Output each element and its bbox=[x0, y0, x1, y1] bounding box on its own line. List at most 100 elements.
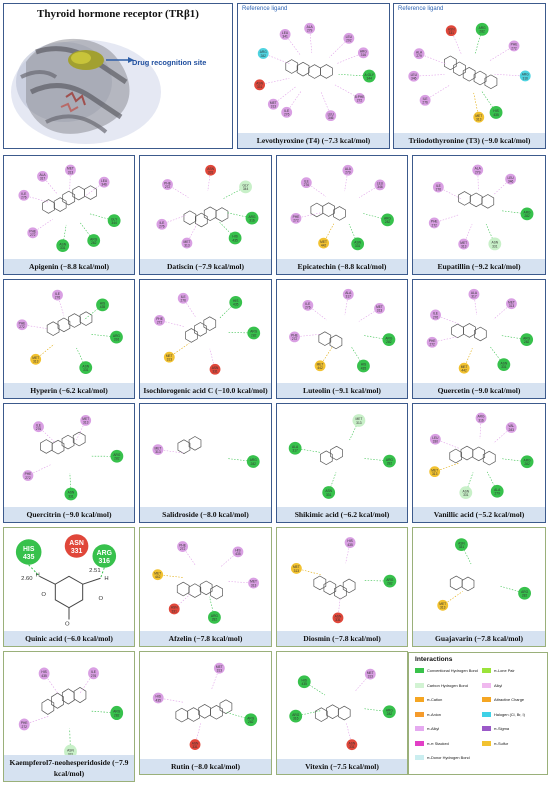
residue-number: 435 bbox=[233, 303, 239, 307]
molecule-ring bbox=[329, 334, 343, 350]
residue-number: 344 bbox=[111, 221, 117, 225]
residue-number: 313 bbox=[294, 569, 300, 573]
residue-label: LEU bbox=[507, 176, 514, 180]
interaction-diagram-luteolin: ARG 282 HIS 435 MET 442 PHE 272 ILE 276 ALA 317 MET 3… bbox=[279, 282, 405, 382]
molecule-ring bbox=[215, 207, 229, 222]
residue-circle bbox=[267, 98, 279, 110]
residue-circle bbox=[302, 299, 314, 311]
residue-number: 435 bbox=[347, 543, 353, 547]
residue-label: ALA bbox=[345, 167, 352, 171]
molecule-ring bbox=[57, 317, 71, 333]
residue-circle bbox=[325, 110, 337, 122]
residue-label: MET bbox=[439, 602, 446, 606]
residue-circle bbox=[332, 612, 344, 624]
ligand-panel-diosmin: ARG 282 ASN 331 MET 313 HIS 435 Diosmin (−7.8 kc… bbox=[276, 527, 408, 647]
ligand-caption-salidroside: Salidroside (−8.0 kcal/mol) bbox=[140, 507, 271, 522]
residue-circle bbox=[374, 302, 385, 314]
residue-number: 435 bbox=[302, 682, 308, 686]
residue-label: ARG bbox=[521, 590, 529, 594]
interaction-diagram-apigenin: GLY 344 ARG 282 ASN 331 PHE 272 ILE 276 ALA 317 MET 3… bbox=[6, 158, 132, 258]
molecule-ring bbox=[199, 580, 213, 596]
molecule-ring bbox=[62, 190, 76, 206]
residue-label: ASN bbox=[325, 489, 332, 493]
residue-number: 313 bbox=[377, 309, 383, 313]
residue-label: HIS bbox=[233, 299, 239, 303]
residue-circle bbox=[445, 25, 457, 37]
ligand-panel-vanillic: ARG 282 ALA 279 ASN 331 MET 313 LEU 330 ARG 316 VAL 2… bbox=[412, 403, 546, 523]
residue-number: 331 bbox=[335, 618, 341, 622]
residue-label: MET bbox=[184, 240, 191, 244]
residue-number: 282 bbox=[522, 594, 528, 598]
residue-label: MET bbox=[155, 446, 162, 450]
ligand-panel-triiodothyronine: Reference ligand ARG 316 HIS 435 MET 313 ILE 276… bbox=[393, 3, 546, 149]
residue-number: 317 bbox=[292, 449, 298, 453]
residue-label: ASN bbox=[448, 27, 455, 31]
molecule-ring bbox=[310, 202, 324, 218]
residue-label: MET bbox=[376, 305, 383, 309]
residue-circle bbox=[518, 586, 531, 600]
residue-label: ILE bbox=[284, 109, 290, 113]
residue-circle bbox=[458, 238, 470, 250]
residue-label: HIS bbox=[347, 539, 353, 543]
residue-number: 331 bbox=[349, 745, 355, 749]
residue-circle bbox=[181, 237, 193, 249]
residue-circle bbox=[322, 486, 336, 499]
residue-label: ASN bbox=[354, 241, 361, 245]
residue-label: PHE bbox=[429, 339, 437, 343]
molecule-ring bbox=[176, 581, 190, 597]
residue-circle bbox=[304, 22, 316, 34]
residue-label: ASN bbox=[192, 741, 199, 745]
residue-label: GLY bbox=[111, 217, 118, 221]
receptor-panel: Thyroid hormone receptor (TRβ1) Drug rec… bbox=[3, 3, 233, 149]
molecule-ring bbox=[449, 448, 463, 464]
residue-label: ASN bbox=[67, 748, 74, 752]
residue-label: HIS bbox=[100, 302, 106, 306]
residue-number: 331 bbox=[71, 548, 83, 555]
residue-label: ILE bbox=[433, 312, 439, 316]
residue-label: LEU bbox=[432, 436, 439, 440]
residue-circle bbox=[506, 298, 517, 310]
ligand-caption-apigenin: Apigenin (−8.8 kcal/mol) bbox=[4, 259, 134, 274]
residue-number: 317 bbox=[346, 295, 352, 299]
residue-label: ARG bbox=[113, 453, 121, 457]
ligand-caption-diosmin: Diosmin (−7.8 kcal/mol) bbox=[277, 631, 407, 646]
ligand-caption-luteolin: Luteolin (−9.1 kcal/mol) bbox=[277, 383, 407, 398]
residue-number: 272 bbox=[511, 46, 517, 50]
molecule-ring bbox=[210, 705, 223, 720]
residue-circle bbox=[430, 309, 441, 321]
reference-ligand-tag: Reference ligand bbox=[398, 6, 444, 12]
molecule-ring bbox=[322, 202, 335, 217]
residue-number: 272 bbox=[19, 325, 25, 329]
residue-number: 282 bbox=[261, 54, 267, 58]
molecule-ring bbox=[194, 322, 207, 337]
residue-number: 276 bbox=[433, 315, 439, 319]
residue-circle bbox=[288, 441, 302, 455]
interaction-diagram-shikimic: ARG 282 ASN 331 ALA 317 MET 313 bbox=[279, 406, 405, 506]
residue-label: ALA bbox=[471, 291, 478, 295]
residue-number: 282 bbox=[212, 618, 218, 622]
residue-number: 435 bbox=[41, 674, 46, 678]
residue-number: 276 bbox=[422, 101, 428, 105]
molecule-ring bbox=[334, 584, 347, 600]
residue-label: MET bbox=[82, 417, 89, 421]
residue-number: 316 bbox=[523, 76, 529, 80]
residue-label: ASN bbox=[256, 81, 263, 85]
residue-label: ARG bbox=[478, 415, 486, 419]
residue-number: 272 bbox=[357, 99, 363, 103]
residue-label: ASN bbox=[59, 242, 66, 246]
ligand-panel-rutin: ARG 282 ASN 331 HIS 435 MET 313 Rutin (−8.0 kcal… bbox=[139, 651, 272, 775]
interaction-diagram-triiodothyronine: ARG 316 HIS 435 MET 313 ILE 276 LEU 346 ALA 279 ASN 3… bbox=[396, 14, 543, 132]
receptor-structure bbox=[11, 38, 161, 144]
residue-circle bbox=[346, 739, 358, 751]
interaction-diagram-quercetin: ARG 282 ASN 331 MET 442 PHE 272 ILE 276 ALA 317 MET 3… bbox=[415, 282, 543, 382]
residue-number: 330 bbox=[433, 440, 439, 444]
interaction-diagram-epicatechin: ARG 282 ASN 331 MET 442 PHE 272 ILE 276 ALA 279 LEU 3… bbox=[279, 158, 405, 258]
residue-number: 346 bbox=[328, 116, 334, 120]
residue-label: HIS bbox=[361, 363, 367, 367]
residue-label: PHE bbox=[511, 43, 519, 47]
residue-number: 282 bbox=[91, 241, 97, 245]
residue-number: 435 bbox=[156, 698, 162, 702]
residue-circle bbox=[472, 164, 484, 176]
residue-number: 313 bbox=[368, 674, 374, 678]
receptor-title: Thyroid hormone receptor (TRβ1) bbox=[37, 8, 199, 20]
